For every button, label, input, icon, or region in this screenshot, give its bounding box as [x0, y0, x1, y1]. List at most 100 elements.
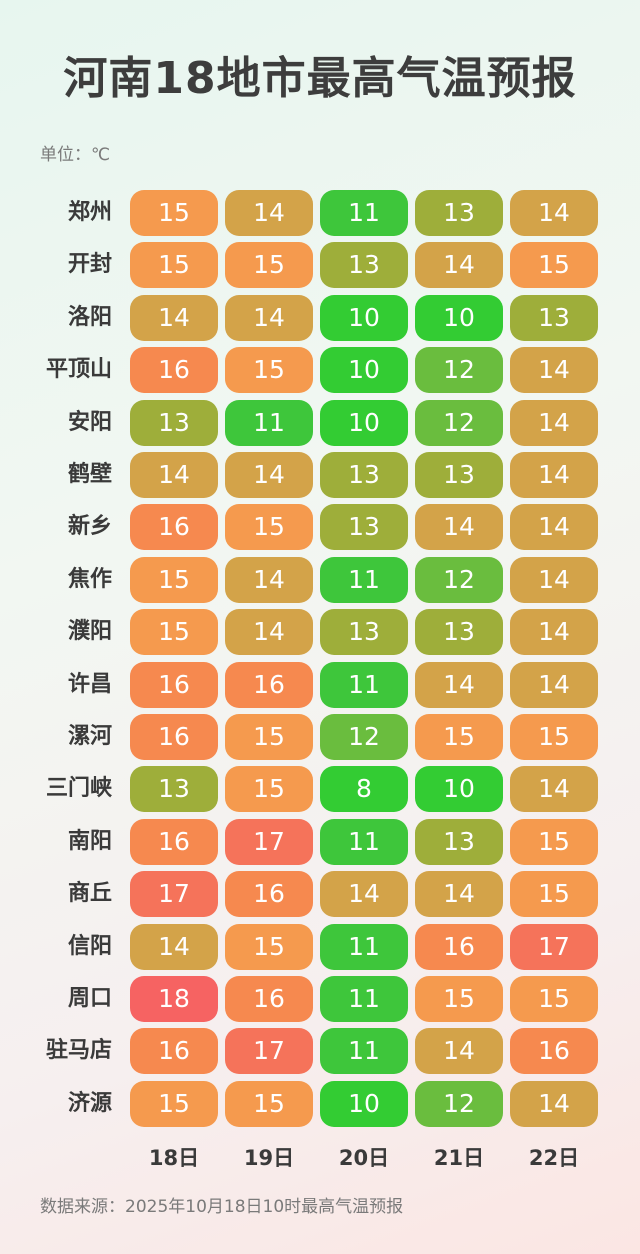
temperature-cell: 11 — [320, 190, 408, 236]
table-row: 鹤壁 14 14 13 13 14 — [0, 452, 640, 498]
temperature-cell: 11 — [320, 556, 408, 603]
temperature-cell: 14 — [510, 609, 598, 656]
city-label: 周口 — [67, 986, 112, 1011]
temperature-cell: 14 — [225, 452, 313, 498]
city-label: 濮阳 — [67, 619, 112, 645]
temperature-cell: 15 — [225, 504, 313, 551]
temperature-cell: 16 — [130, 504, 218, 551]
temperature-cell: 16 — [130, 714, 218, 760]
temperature-cell: 11 — [320, 661, 408, 708]
table-row: 许昌 16 16 11 14 14 — [0, 661, 640, 708]
city-label: 平顶山 — [45, 357, 112, 383]
temperature-cell: 13 — [130, 766, 218, 813]
temperature-cell: 17 — [225, 818, 313, 865]
temperature-cell: 15 — [225, 242, 313, 289]
temperature-cell: 13 — [415, 452, 503, 498]
temperature-cell: 13 — [510, 294, 598, 341]
city-label: 信阳 — [67, 933, 112, 959]
table-row: 濮阳 15 14 13 13 14 — [0, 609, 640, 656]
table-row: 南阳 16 17 11 13 15 — [0, 818, 640, 865]
temperature-cell: 14 — [510, 504, 598, 551]
temperature-cell: 11 — [320, 923, 408, 970]
table-row: 洛阳 14 14 10 10 13 — [0, 294, 640, 341]
temperature-cell: 15 — [510, 714, 598, 760]
table-row: 新乡 16 15 13 14 14 — [0, 504, 640, 551]
temperature-cell: 12 — [415, 399, 503, 446]
temperature-cell: 13 — [320, 504, 408, 551]
temperature-cell: 15 — [225, 714, 313, 760]
temperature-cell: 17 — [130, 871, 218, 918]
date-label: 21日 — [433, 1146, 485, 1170]
temperature-cell: 8 — [320, 766, 408, 813]
table-row: 郑州 15 14 11 13 14 — [0, 190, 640, 236]
temperature-cell: 16 — [225, 871, 313, 918]
temperature-cell: 15 — [130, 190, 218, 236]
temperature-cell: 13 — [415, 609, 503, 656]
temperature-cell: 11 — [320, 1028, 408, 1075]
temperature-cell: 15 — [130, 1080, 218, 1127]
temperature-cell: 14 — [415, 661, 503, 708]
city-label: 郑州 — [67, 200, 112, 225]
table-row: 漯河 16 15 12 15 15 — [0, 714, 640, 760]
temperature-cell: 11 — [225, 399, 313, 446]
unit-label: 单位：℃ — [40, 145, 111, 165]
page-title: 河南18地市最高气温预报 — [63, 53, 577, 104]
temperature-cell: 16 — [225, 976, 313, 1022]
temperature-cell: 13 — [320, 242, 408, 289]
city-label: 焦作 — [67, 566, 112, 592]
temperature-cell: 14 — [510, 661, 598, 708]
table-row: 平顶山 16 15 10 12 14 — [0, 347, 640, 394]
table-row: 三门峡 13 15 8 10 14 — [0, 766, 640, 813]
city-label: 济源 — [67, 1090, 112, 1116]
temperature-cell: 14 — [130, 923, 218, 970]
temperature-cell: 14 — [225, 556, 313, 603]
temperature-cell: 15 — [225, 766, 313, 813]
temperature-cell: 14 — [225, 190, 313, 236]
table-row: 安阳 13 11 10 12 14 — [0, 399, 640, 446]
temperature-cell: 10 — [320, 399, 408, 446]
city-label: 鹤壁 — [67, 462, 112, 487]
temperature-cell: 11 — [320, 818, 408, 865]
temperature-cell: 14 — [130, 452, 218, 498]
city-label: 安阳 — [67, 409, 112, 435]
temperature-cell: 17 — [510, 923, 598, 970]
temperature-cell: 14 — [415, 871, 503, 918]
temperature-cell: 15 — [415, 976, 503, 1022]
date-label: 19日 — [243, 1146, 295, 1170]
temperature-cell: 13 — [130, 399, 218, 446]
temperature-cell: 13 — [320, 609, 408, 656]
city-label: 洛阳 — [67, 304, 112, 330]
table-row: 商丘 17 16 14 14 15 — [0, 871, 640, 918]
table-row: 开封 15 15 13 14 15 — [0, 242, 640, 289]
date-label: 18日 — [148, 1146, 200, 1170]
table-row: 周口 18 16 11 15 15 — [0, 976, 640, 1022]
temperature-cell: 17 — [225, 1028, 313, 1075]
temperature-cell: 15 — [130, 609, 218, 656]
city-label: 新乡 — [67, 514, 112, 540]
temperature-cell: 15 — [415, 714, 503, 760]
city-label: 许昌 — [67, 671, 112, 697]
temperature-cell: 13 — [415, 818, 503, 865]
temperature-cell: 15 — [225, 923, 313, 970]
temperature-cell: 13 — [320, 452, 408, 498]
temperature-cell: 14 — [510, 1080, 598, 1127]
city-label: 驻马店 — [45, 1038, 112, 1064]
date-label: 20日 — [338, 1146, 390, 1170]
temperature-cell: 16 — [510, 1028, 598, 1075]
temperature-cell: 12 — [415, 1080, 503, 1127]
temperature-cell: 16 — [130, 818, 218, 865]
temperature-cell: 12 — [415, 556, 503, 603]
temperature-cell: 13 — [415, 190, 503, 236]
temperature-cell: 14 — [510, 399, 598, 446]
temperature-cell: 11 — [320, 976, 408, 1022]
temperature-cell: 12 — [320, 714, 408, 760]
temperature-cell: 18 — [130, 976, 218, 1022]
temperature-cell: 14 — [225, 609, 313, 656]
table-row: 焦作 15 14 11 12 14 — [0, 556, 640, 603]
temperature-cell: 16 — [130, 661, 218, 708]
temperature-cell: 14 — [415, 242, 503, 289]
temperature-cell: 15 — [510, 976, 598, 1022]
temperature-cell: 16 — [130, 1028, 218, 1075]
temperature-cell: 15 — [130, 556, 218, 603]
temperature-cell: 14 — [510, 190, 598, 236]
